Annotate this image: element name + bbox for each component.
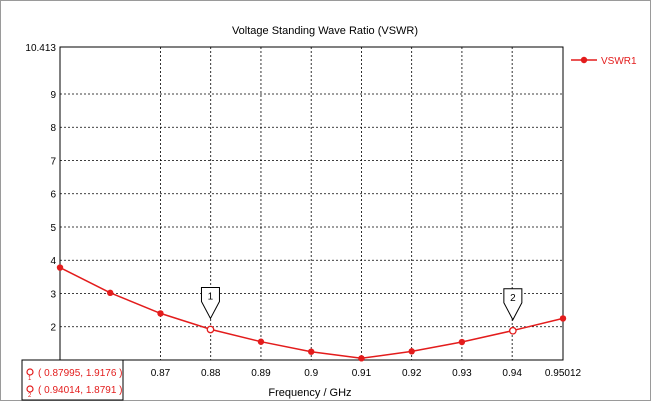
y-tick-label: 9 [50, 90, 56, 101]
y-tick-labels: 2 3 4 5 6 7 8 9 10.413 [25, 43, 56, 334]
marker-icon-ring [26, 368, 34, 376]
y-tick-label: 7 [50, 156, 56, 167]
y-tick-label: 5 [50, 223, 56, 234]
data-point [56, 264, 64, 271]
marker-point [509, 326, 517, 335]
marker-icon-ring [26, 385, 34, 393]
marker-2-icon: 2 [26, 385, 34, 399]
legend-label: VSWR1 [601, 56, 637, 67]
data-point [257, 338, 265, 345]
x-tick-label: 0.92 [402, 368, 422, 379]
x-tick-label: 0.91 [352, 368, 372, 379]
legend-marker [580, 56, 588, 64]
x-tick-label: 0.89 [251, 368, 271, 379]
x-tick-label: 0.88 [201, 368, 221, 379]
y-tick-label: 4 [50, 256, 56, 267]
marker-flag [503, 288, 523, 321]
data-point [408, 348, 415, 355]
x-tick-labels: 0.87 0.88 0.89 0.9 0.91 0.92 0.93 0.94 0.95012 [151, 368, 582, 379]
marker-flag [200, 286, 220, 320]
y-tick-label: 3 [50, 289, 56, 300]
data-point [358, 355, 365, 362]
marker-icon-number: 2 [28, 393, 32, 399]
marker-readout-text: ( 0.94014, 1.8791 ) [38, 385, 123, 396]
marker-label: 1 [208, 291, 214, 302]
y-tick-label: 8 [50, 123, 56, 134]
marker-1-icon: 1 [26, 368, 34, 382]
data-point [559, 315, 567, 322]
y-tick-label: 10.413 [25, 43, 56, 54]
marker-point [206, 325, 215, 334]
data-point [157, 310, 164, 317]
x-tick-label: 0.9 [304, 368, 318, 379]
y-tick-label: 6 [50, 190, 56, 201]
y-tick-label: 2 [50, 323, 56, 334]
marker-readout-text: ( 0.87995, 1.9176 ) [38, 368, 123, 379]
series-layer [56, 264, 567, 362]
marker-label: 2 [510, 293, 516, 304]
readout-box [21, 359, 124, 401]
x-axis-label: Frequency / GHz [268, 387, 351, 399]
legend[interactable]: VSWR1 [571, 56, 637, 67]
x-tick-label: 0.95012 [545, 368, 582, 379]
data-point [307, 348, 315, 355]
x-tick-label: 0.94 [502, 368, 522, 379]
chart-title: Voltage Standing Wave Ratio (VSWR) [232, 25, 418, 37]
marker-readout-box: 1 ( 0.87995, 1.9176 ) 2 ( 0.94014, 1.8791 ) [21, 359, 124, 401]
data-point [107, 289, 114, 297]
x-tick-label: 0.93 [452, 368, 472, 379]
data-point [458, 338, 466, 346]
x-tick-label: 0.87 [151, 368, 171, 379]
marker-icon-number: 1 [28, 376, 32, 382]
